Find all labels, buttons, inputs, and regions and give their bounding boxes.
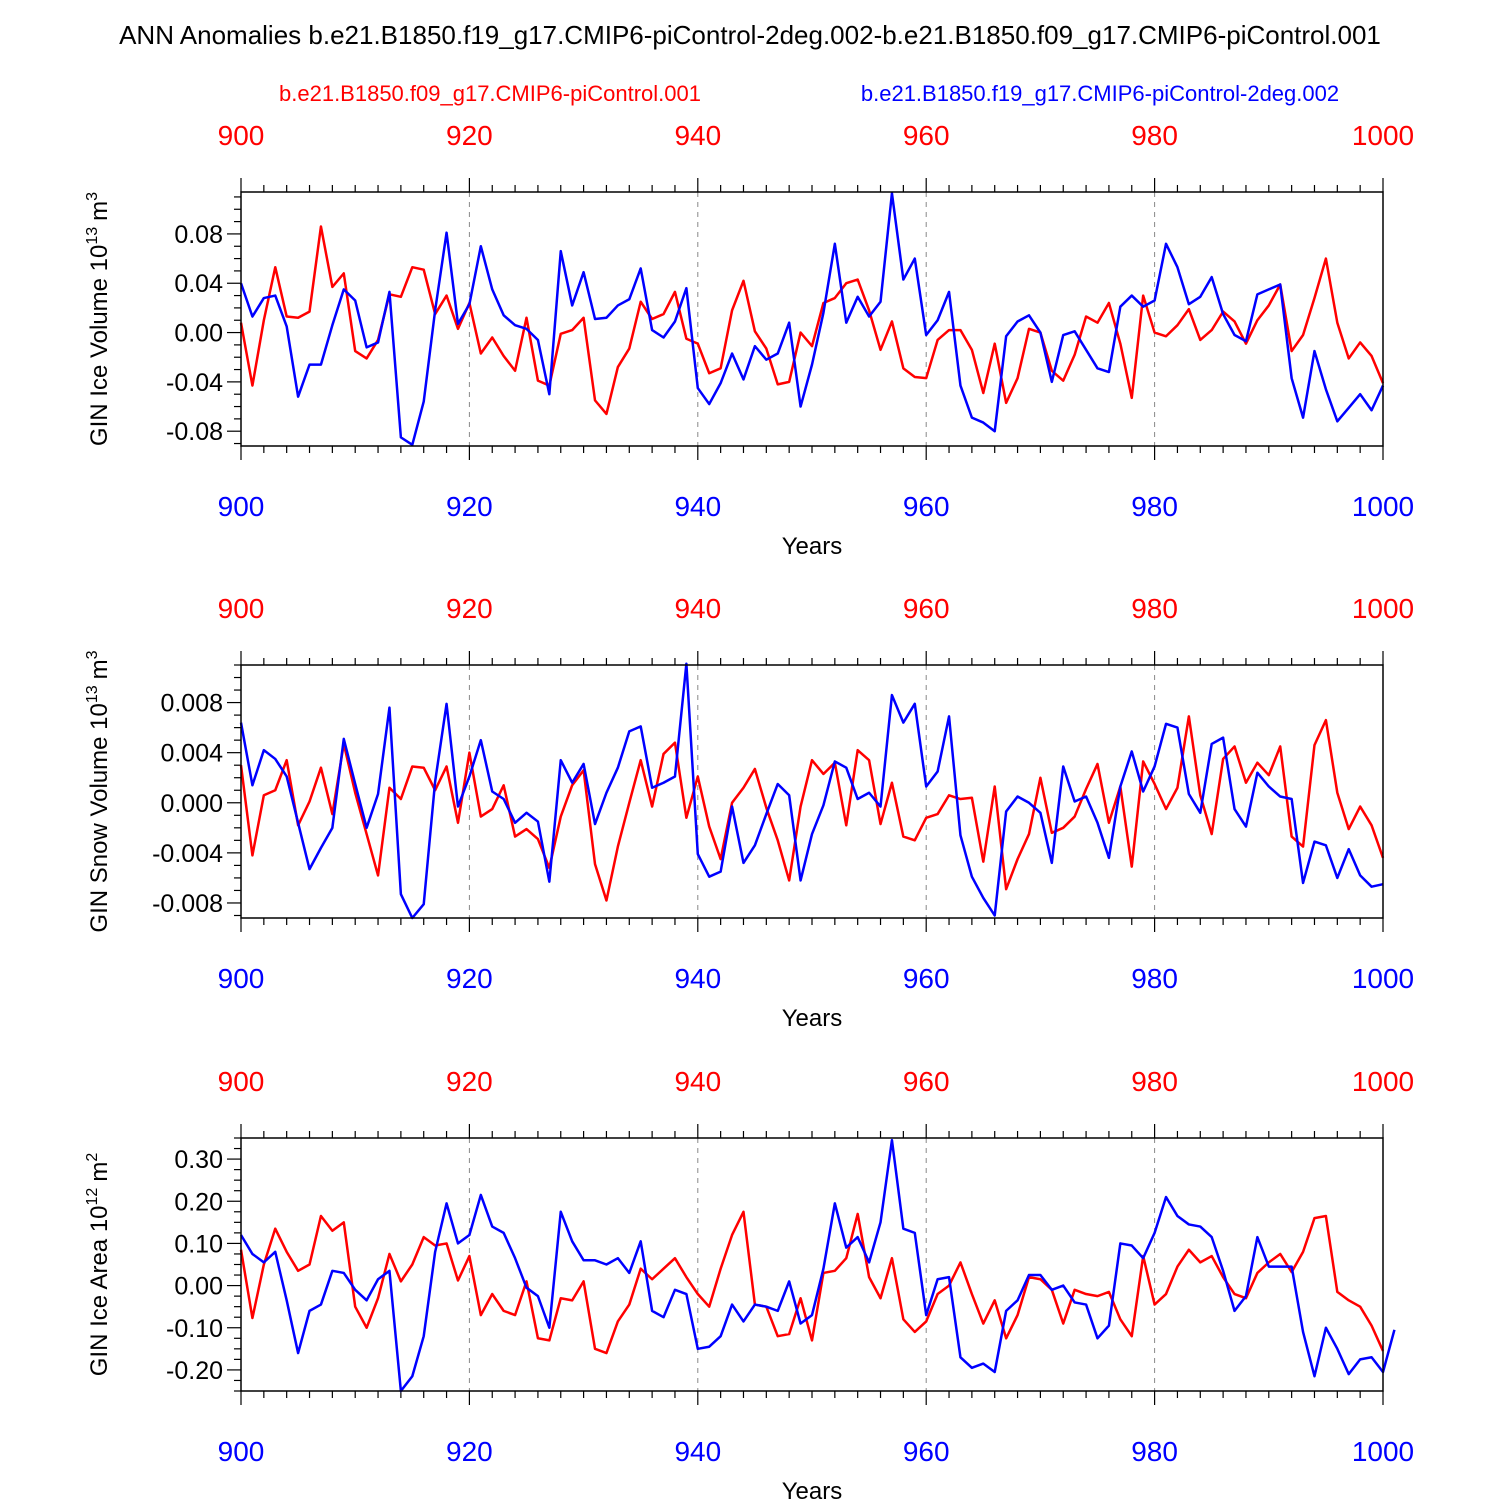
series-line-blue (239, 662, 1384, 920)
x-tick-label-top: 940 (674, 1066, 721, 1097)
x-tick-label-bottom: 980 (1131, 1436, 1178, 1467)
x-tick-label-bottom: 1000 (1352, 963, 1414, 994)
y-tick-label: 0.04 (174, 270, 223, 298)
series-line-blue (239, 191, 1385, 447)
series-line-blue (239, 1138, 1396, 1393)
series-line-red (239, 715, 1385, 902)
y-tick-label: 0.00 (174, 320, 223, 348)
x-tick-label-top: 980 (1131, 593, 1178, 624)
x-tick-label-bottom: 960 (903, 1436, 950, 1467)
plot-frame (240, 664, 1384, 919)
plot-frame (240, 191, 1384, 447)
y-tick-label: 0.000 (160, 790, 223, 818)
x-tick-label-bottom: 940 (674, 491, 721, 522)
x-tick-label-bottom: 940 (674, 1436, 721, 1467)
y-axis-label-ylabel-unit-sup: 3 (84, 192, 101, 201)
x-tick-label-top: 940 (674, 593, 721, 624)
panel-2: -0.008 -0.004 0.000 0.004 0.008 900 900 920 920 9… (84, 593, 1414, 1032)
y-axis-label-ylabel: GIN Snow Volume 10 (86, 703, 113, 932)
x-tick-label-top: 980 (1131, 1066, 1178, 1097)
legend-red-label: b.e21.B1850.f09_g17.CMIP6-piControl.001 (279, 81, 701, 106)
y-axis-label-ylabel: GIN Ice Area 10 (86, 1205, 113, 1376)
x-tick-label-bottom: 960 (903, 491, 950, 522)
y-tick-label: -0.04 (166, 369, 223, 397)
x-tick-label-top: 960 (903, 1066, 950, 1097)
x-tick-label-top: 1000 (1352, 1066, 1414, 1097)
series-line-red (239, 225, 1385, 416)
x-tick-label-bottom: 900 (218, 491, 265, 522)
x-tick-label-top: 1000 (1352, 593, 1414, 624)
figure-title: ANN Anomalies b.e21.B1850.f19_g17.CMIP6-… (119, 20, 1381, 50)
y-axis-label-ylabel-sup: 13 (84, 685, 101, 703)
x-tick-label-top: 920 (446, 1066, 493, 1097)
y-tick-label: -0.10 (166, 1315, 223, 1343)
x-tick-label-top: 900 (218, 593, 265, 624)
x-tick-label-bottom: 920 (446, 491, 493, 522)
x-axis-label: Years (782, 1478, 843, 1500)
y-axis-label-ylabel-sup: 13 (84, 227, 101, 245)
y-tick-label: -0.08 (166, 418, 223, 446)
x-tick-label-bottom: 980 (1131, 491, 1178, 522)
x-tick-label-bottom: 900 (218, 1436, 265, 1467)
x-tick-label-top: 980 (1131, 120, 1178, 151)
y-axis-label-ylabel-unit-sup: 3 (84, 650, 101, 659)
x-tick-label-top: 940 (674, 120, 721, 151)
y-tick-label: 0.30 (174, 1146, 223, 1174)
y-tick-label: -0.008 (152, 890, 223, 918)
x-axis-label: Years (782, 533, 843, 560)
y-tick-label: 0.20 (174, 1188, 223, 1216)
panel-1: -0.08 -0.04 0.00 0.04 0.08 900 900 920 920 940 940… (84, 120, 1414, 560)
y-axis-label-ylabel-unit: m (86, 659, 113, 679)
x-tick-label-bottom: 960 (903, 963, 950, 994)
panel-3: -0.20 -0.10 0.00 0.10 0.20 0.30 900 900 920 920 94… (84, 1066, 1414, 1500)
y-axis-label-ylabel-sup: 12 (84, 1188, 101, 1206)
y-tick-label: 0.004 (160, 740, 223, 768)
y-axis-label: GIN Ice Area 1012 m2 (84, 1153, 113, 1377)
y-axis-label: GIN Snow Volume 1013 m3 (84, 650, 113, 932)
y-axis-label: GIN Ice Volume 1013 m3 (84, 192, 113, 446)
y-tick-label: 0.00 (174, 1273, 223, 1301)
x-tick-label-bottom: 920 (446, 963, 493, 994)
y-tick-label: -0.20 (166, 1357, 223, 1385)
x-tick-label-top: 960 (903, 120, 950, 151)
x-axis-label: Years (782, 1005, 843, 1032)
x-tick-label-top: 900 (218, 1066, 265, 1097)
x-tick-label-bottom: 920 (446, 1436, 493, 1467)
x-tick-label-top: 900 (218, 120, 265, 151)
y-tick-label: -0.004 (152, 840, 223, 868)
legend-blue-label: b.e21.B1850.f19_g17.CMIP6-piControl-2deg… (861, 81, 1339, 106)
x-tick-label-top: 1000 (1352, 120, 1414, 151)
x-tick-label-bottom: 900 (218, 963, 265, 994)
y-axis-label-ylabel-unit: m (86, 1162, 113, 1182)
y-tick-label: 0.08 (174, 221, 223, 249)
x-tick-label-bottom: 980 (1131, 963, 1178, 994)
y-tick-label: 0.10 (174, 1230, 223, 1258)
x-tick-label-top: 920 (446, 593, 493, 624)
x-tick-label-bottom: 1000 (1352, 491, 1414, 522)
x-tick-label-bottom: 1000 (1352, 1436, 1414, 1467)
y-axis-label-ylabel-unit-sup: 2 (84, 1153, 101, 1162)
y-axis-label-ylabel-unit: m (86, 201, 113, 221)
y-axis-label-ylabel: GIN Ice Volume 10 (86, 245, 113, 446)
plot-frame (240, 1137, 1384, 1392)
y-tick-label: 0.008 (160, 690, 223, 718)
series-line-red (239, 1210, 1385, 1355)
x-tick-label-top: 920 (446, 120, 493, 151)
x-tick-label-bottom: 940 (674, 963, 721, 994)
x-tick-label-top: 960 (903, 593, 950, 624)
